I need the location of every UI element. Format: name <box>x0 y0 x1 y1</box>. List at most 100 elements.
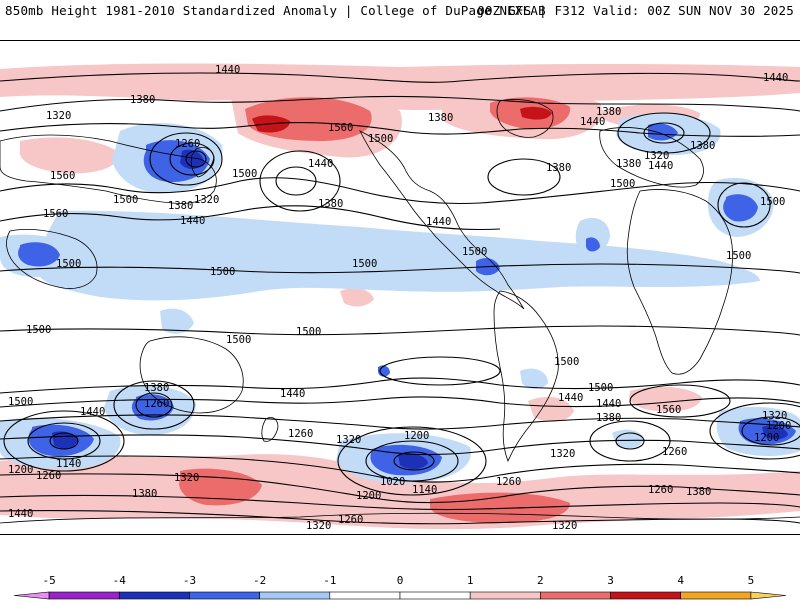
colorbar-bin <box>750 591 787 600</box>
contour-1500-south <box>0 377 800 394</box>
contour-label: 1380 <box>546 162 571 174</box>
contour-low-south-pacific-outer <box>337 426 487 496</box>
contour-label: 1500 <box>352 258 377 270</box>
contour-1440-north <box>0 72 800 83</box>
anomaly-negative-atlantic <box>575 217 610 257</box>
anomaly-positive-south-atlantic-core <box>179 468 262 506</box>
contour-label: 1320 <box>336 434 361 446</box>
anomaly-shading <box>0 63 800 530</box>
colorbar: -5 -4 -3 -2 -1 0 1 2 3 4 5 <box>0 570 800 600</box>
colorbar-tick-label: 1 <box>467 574 474 587</box>
colorbar-tick-label: 2 <box>537 574 544 587</box>
contour-high-midpacific <box>379 356 501 386</box>
contour-label: 1560 <box>50 170 75 182</box>
colorbar-tick-label: -1 <box>323 574 336 587</box>
colorbar-bin <box>259 591 331 600</box>
contour-label: 1500 <box>26 324 51 336</box>
contour-low-south-indian-outer <box>113 380 195 430</box>
contour-1500-south-tropics <box>0 325 800 336</box>
contour-label: 1500 <box>368 133 393 145</box>
contour-low-south-pacific-mid <box>365 440 459 482</box>
contour-label: 1260 <box>662 446 687 458</box>
contour-label: 1380 <box>132 488 157 500</box>
coast-asia-east <box>0 134 217 204</box>
anomaly-negative-east-low-max <box>762 425 788 440</box>
colorbar-tick-label: -2 <box>253 574 266 587</box>
contour-label: 1560 <box>656 404 681 416</box>
contour-label: 1320 <box>552 520 577 532</box>
coast-southeast-asia <box>6 229 98 289</box>
contour-low-west-inner <box>49 432 79 450</box>
contour-label: 1500 <box>726 250 751 262</box>
contour-low-europe-inner <box>643 122 685 144</box>
anomaly-positive-southamerica <box>528 396 574 422</box>
title-left: 850mb Height 1981-2010 Standardized Anom… <box>5 3 546 18</box>
contour-low-east-inner <box>741 416 800 446</box>
contour-label: 1380 <box>168 200 193 212</box>
contour-label: 1140 <box>412 484 437 496</box>
title-right: 00Z GFS | F312 Valid: 00Z SUN NOV 30 202… <box>477 3 794 18</box>
contour-label: 1320 <box>762 410 787 422</box>
contour-labels: 1440 1440 1380 1320 1260 1560 1500 1560 … <box>8 64 791 532</box>
contour-label: 1380 <box>428 112 453 124</box>
contour-label: 1260 <box>36 470 61 482</box>
coast-new-zealand <box>261 417 279 442</box>
contour-1320-north <box>0 121 800 137</box>
height-contours <box>0 72 800 525</box>
anomaly-positive-scandinavia-max <box>520 106 552 120</box>
colorbar-bin <box>399 591 471 600</box>
anomaly-positive-east-asia <box>19 137 120 174</box>
contour-label: 1500 <box>8 396 33 408</box>
colorbar-bin <box>610 591 682 600</box>
anomaly-negative-atlantic-core <box>586 237 600 252</box>
contour-label: 1320 <box>174 472 199 484</box>
coast-greenland <box>496 99 554 138</box>
map-panel: 1440 1440 1380 1320 1260 1560 1500 1560 … <box>0 40 800 535</box>
coast-north-america <box>359 130 525 310</box>
contour-label: 1320 <box>46 110 71 122</box>
contour-label: 1500 <box>588 382 613 394</box>
contour-low-east-outer <box>709 402 800 460</box>
contour-label: 1200 <box>356 490 381 502</box>
anomaly-negative-india-core <box>18 242 60 267</box>
contour-label: 1440 <box>215 64 240 76</box>
contour-label: 1380 <box>318 198 343 210</box>
contour-label: 1260 <box>288 428 313 440</box>
contour-label: 1560 <box>328 122 353 134</box>
contour-low-southern-small <box>589 420 671 462</box>
colorbar-tick-label: -4 <box>113 574 127 587</box>
contour-label: 1200 <box>8 464 33 476</box>
contour-1560-north <box>0 205 501 231</box>
contour-label: 1500 <box>226 334 251 346</box>
anomaly-negative-mideast-core <box>723 194 758 222</box>
contour-low-south-pacific-inner <box>393 451 435 471</box>
anomaly-positive-africa-south <box>629 386 702 412</box>
coast-europe <box>599 127 704 188</box>
contour-1200-south <box>0 473 800 504</box>
anomaly-positive-arctic-band <box>0 63 800 110</box>
contour-label: 1380 <box>596 412 621 424</box>
contour-label: 1440 <box>580 116 605 128</box>
contour-label: 1440 <box>426 216 451 228</box>
contour-label: 1260 <box>144 398 169 410</box>
contour-low-europe-outer <box>617 112 711 154</box>
contour-label: 1440 <box>763 72 788 84</box>
contour-label: 1320 <box>550 448 575 460</box>
contour-label: 1380 <box>144 382 169 394</box>
contour-label: 1380 <box>596 106 621 118</box>
contour-1500-tropics <box>0 263 800 274</box>
contour-label: 1380 <box>686 486 711 498</box>
colorbar-bin <box>48 591 120 600</box>
contour-label: 1500 <box>113 194 138 206</box>
contour-label: 1500 <box>610 178 635 190</box>
contour-1320-antarctic <box>0 509 800 525</box>
contour-label: 1440 <box>280 388 305 400</box>
contour-low-japan-mid <box>169 142 215 176</box>
colorbar-bin <box>540 591 611 600</box>
anomaly-negative-south-pacific-max <box>398 453 428 470</box>
contour-label: 1500 <box>210 266 235 278</box>
contour-low-southern-small-inner <box>615 432 645 450</box>
contour-label: 1500 <box>56 258 81 270</box>
anomaly-positive-south-pacific-core <box>430 492 570 523</box>
colorbar-tick-label: 5 <box>748 574 755 587</box>
